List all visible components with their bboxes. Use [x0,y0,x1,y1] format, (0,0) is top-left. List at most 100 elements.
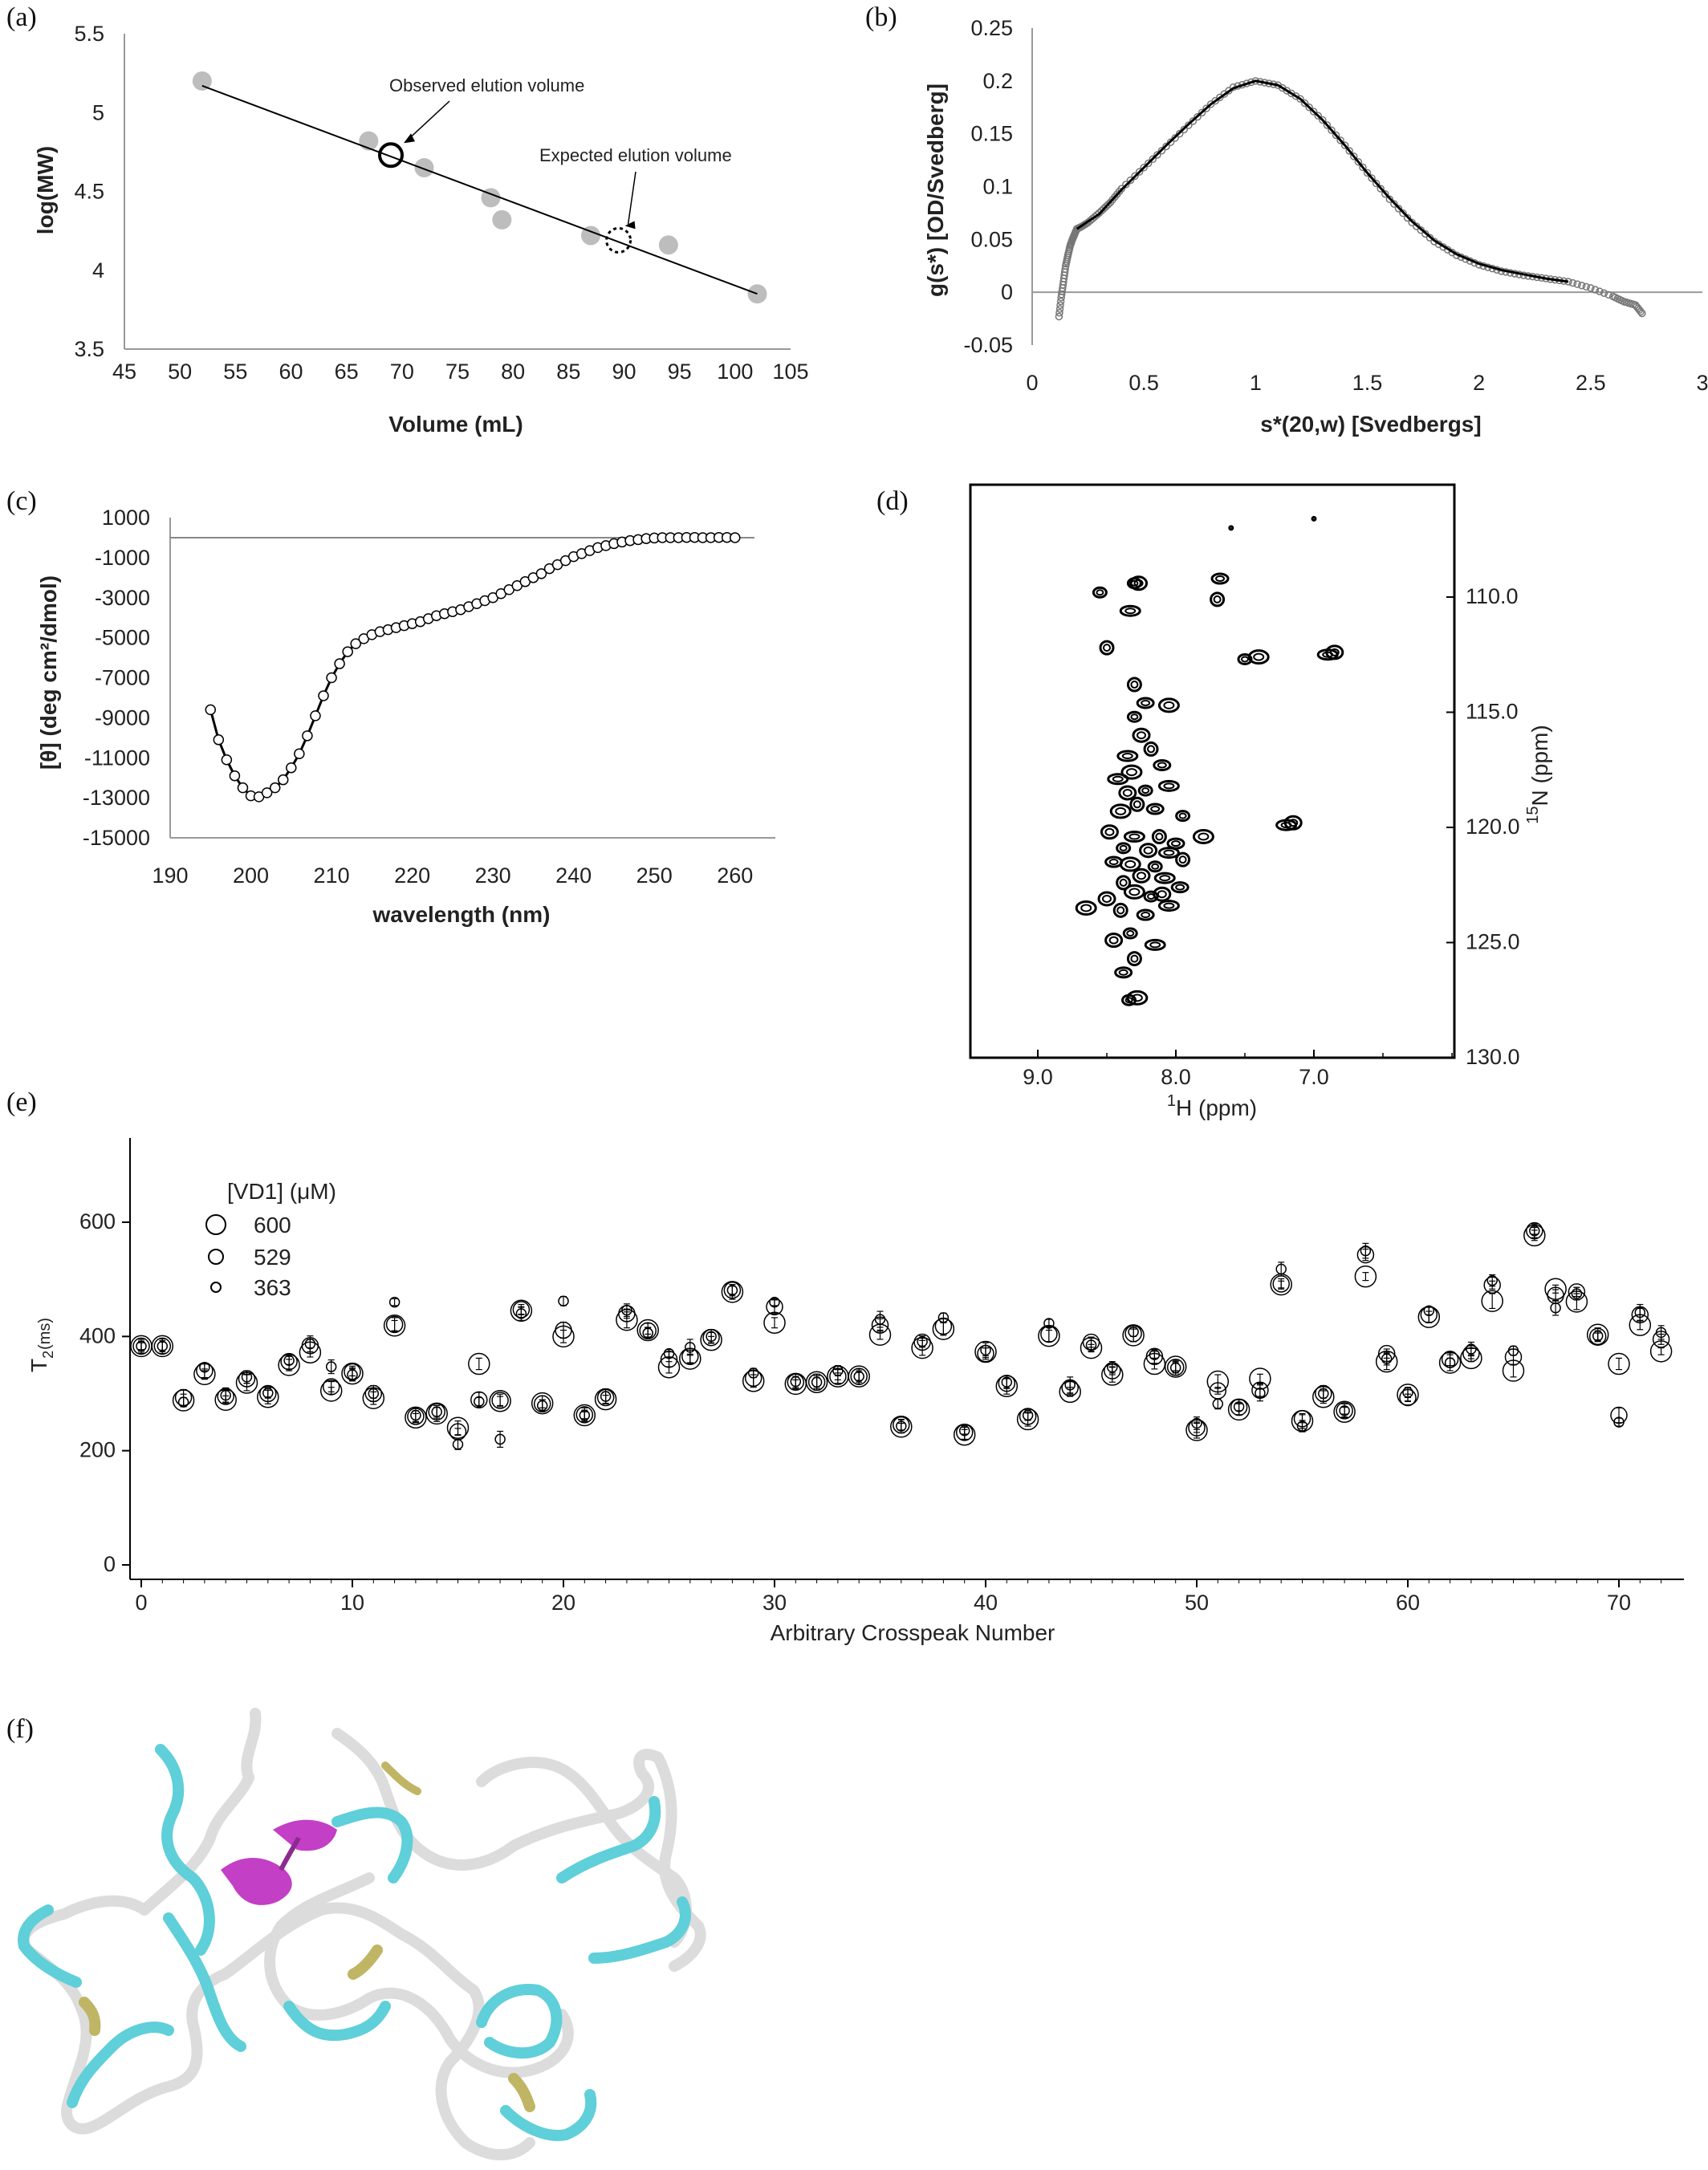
b-data-point [1368,174,1376,182]
e-point-600 [890,1416,913,1438]
d-peak-contour [1175,884,1185,891]
d-peak-contour [1155,832,1164,841]
turn-segment [283,2001,391,2042]
b-y-tick-label: 0.1 [982,175,1013,199]
e-point-600 [319,1380,343,1402]
turn-segment [163,1912,246,2052]
a-y-tick-label: 4 [92,258,104,282]
c-data-point [205,704,217,716]
d-peak [1157,697,1180,713]
d-peak [1143,741,1159,757]
e-point-600 [1122,1324,1145,1347]
e-y-axis-label: (ms) T2 [26,1318,56,1372]
e-x-tick-label: 30 [762,1591,787,1615]
d-peak-contour [1141,787,1150,794]
d-x-label-sup: 1 [1167,1092,1176,1110]
d-peak-contour [1143,846,1153,855]
b-data-point [1117,185,1126,193]
d-plot-frame [969,483,1456,1059]
b-x-tick-label: 0 [1026,371,1038,395]
d-y-tick-label: 115.0 [1466,700,1519,724]
a-data-point [492,209,512,230]
e-point-529 [955,1424,974,1441]
b-data-point [1637,307,1645,316]
b-data-point [1399,209,1407,217]
e-point-600 [721,1281,744,1303]
legend-marker-363 [210,1282,222,1293]
e-point-363 [1529,1225,1540,1237]
e-y-tick-label: 600 [79,1209,116,1233]
a-x-axis-label: Volume (mL) [388,412,523,437]
d-peak [1237,652,1253,665]
panel-label-f: (f) [6,1714,34,1744]
helix [221,1819,337,1905]
c-data-point [326,672,337,684]
b-data-point [1573,280,1581,288]
e-point-529 [913,1333,931,1351]
b-data-point [1323,121,1332,129]
a-x-tick-label: 100 [717,360,753,384]
e-point-529 [259,1384,277,1403]
d-peak [1092,586,1108,599]
d-peak [1129,796,1145,812]
b-data-point [1591,286,1600,294]
d-peak-contour [1124,997,1133,1004]
e-point-363 [199,1362,210,1373]
e-point-529 [850,1367,868,1385]
d-y-tick-label: 120.0 [1466,815,1520,839]
b-data-point [1061,265,1069,273]
bridge-segment [79,1997,101,2036]
chart-b: 0 0.5 1 1.5 2 2.5 3 -0.05 0 0.05 0.1 0.15 0.2 0.25 s*… [923,16,1708,437]
e-point-529 [998,1374,1016,1392]
d-peak [1109,803,1132,819]
e-point-600 [1438,1351,1462,1374]
legend-label-363: 363 [254,1275,291,1300]
coil-segment [264,1872,574,2079]
e-x-tick-label: 0 [135,1591,147,1615]
b-data-point [1097,207,1106,215]
c-data-point [237,782,249,794]
b-y-tick-label: -0.05 [963,333,1013,357]
d-peak [1104,855,1124,868]
d-peak-contour [1121,753,1133,760]
c-y-tick-label: 1000 [102,506,150,530]
d-peak [1228,525,1234,531]
b-data-point [1582,282,1591,291]
b-data-point [1305,104,1313,112]
c-curve [209,536,735,799]
b-data-point [1587,284,1595,292]
b-data-point [1122,181,1130,189]
turn-segment [500,2089,597,2141]
b-data-point [1345,147,1353,155]
bridge-segment [348,1944,383,1980]
turn-segment [155,1744,215,1956]
e-point-600 [636,1319,659,1342]
e-point-600 [1354,1265,1377,1288]
e-point-363 [1613,1416,1625,1428]
b-data-point [1100,205,1108,213]
a-x-tick-label: 90 [612,360,636,384]
d-peak [1126,710,1142,723]
d-peak-contour [1125,768,1137,777]
legend-title: [VD1] (μM) [227,1179,336,1204]
a-y-axis-label: log(MW) [33,146,58,234]
chart-e: 0 10 20 30 40 50 60 70 0 200 400 600 [VD1] (μM) 600… [26,1138,1684,1645]
d-peak-contour [1322,651,1334,658]
coil-segment [18,1708,262,2135]
d-peak [1116,875,1132,891]
c-data-point [342,646,353,657]
d-peak [1275,819,1298,831]
e-point-529 [322,1378,340,1396]
d-peak [1123,884,1145,900]
b-data-point [1166,138,1175,146]
b-data-point [1638,309,1646,318]
d-peak-contour [1151,863,1160,870]
d-peak [1123,830,1145,843]
d-peak-contour [1128,833,1141,840]
e-point-600 [510,1299,533,1323]
d-peak [1099,640,1115,656]
d-y-axis-label: 15N (ppm) [1524,725,1552,823]
b-data-point [1104,201,1112,209]
d-y-label-main: N (ppm) [1527,725,1552,806]
e-point-529 [280,1352,298,1371]
